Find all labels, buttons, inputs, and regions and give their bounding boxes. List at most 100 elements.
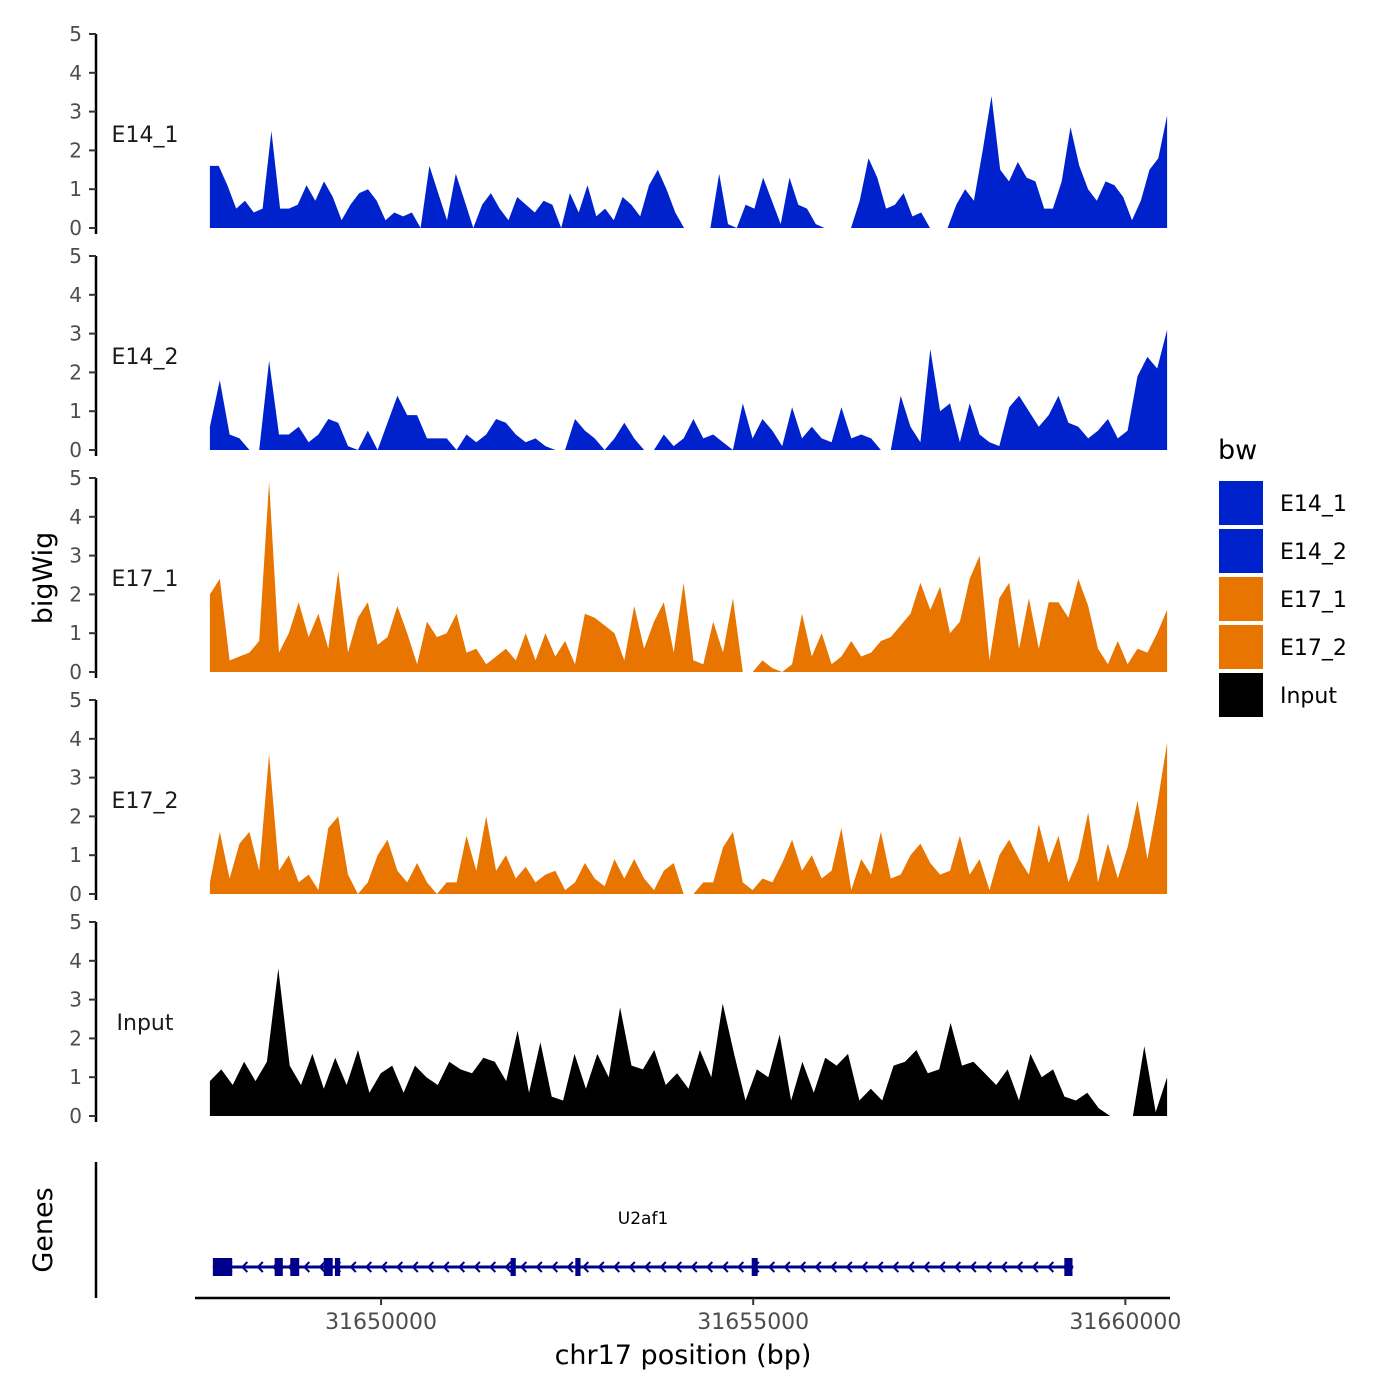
- strand-arrow: [922, 1261, 931, 1273]
- y-tick-label: 3: [69, 100, 82, 124]
- gene-exon: [510, 1258, 516, 1276]
- y-tick-label: 1: [69, 1065, 82, 1089]
- track-label: E17_1: [112, 567, 179, 592]
- strand-arrow: [984, 1261, 993, 1273]
- gene-exon: [751, 1258, 758, 1276]
- strand-arrow: [1046, 1261, 1055, 1273]
- strand-arrow: [1015, 1261, 1024, 1273]
- strand-arrow: [860, 1261, 869, 1273]
- genes-axis-title: Genes: [28, 1187, 59, 1272]
- legend-swatch: [1219, 529, 1263, 573]
- y-tick-label: 3: [69, 766, 82, 790]
- y-tick-label: 2: [69, 582, 82, 606]
- y-tick-label: 5: [69, 22, 82, 46]
- x-tick-label: 31660000: [1069, 1310, 1181, 1335]
- strand-arrow: [550, 1261, 559, 1273]
- strand-arrow: [814, 1261, 822, 1273]
- strand-arrow: [519, 1261, 528, 1273]
- strand-arrow: [736, 1261, 745, 1273]
- legend-item: Input: [1219, 673, 1337, 717]
- y-tick-label: 0: [69, 1104, 82, 1128]
- y-tick-label: 1: [69, 843, 82, 867]
- strand-arrow: [581, 1261, 590, 1273]
- gene-model: U2af1: [212, 1209, 1074, 1276]
- legend-swatch: [1219, 577, 1263, 621]
- y-tick-label: 5: [69, 688, 82, 712]
- strand-arrow: [612, 1261, 621, 1273]
- strand-arrow: [364, 1261, 373, 1273]
- legend-label: E14_2: [1280, 540, 1347, 565]
- strand-arrow: [597, 1261, 605, 1273]
- strand-arrow: [659, 1261, 667, 1273]
- strand-arrow: [829, 1261, 838, 1273]
- strand-arrow: [380, 1261, 388, 1273]
- gene-exon: [323, 1258, 333, 1276]
- strand-arrow: [457, 1261, 466, 1273]
- x-axis-title: chr17 position (bp): [555, 1340, 812, 1371]
- track-label: E14_2: [112, 345, 179, 370]
- strand-arrow: [798, 1261, 807, 1273]
- legend-swatch: [1219, 481, 1263, 525]
- coverage-area: [209, 742, 1168, 894]
- legend-label: E14_1: [1280, 492, 1347, 517]
- legend-swatch: [1219, 673, 1263, 717]
- y-tick-label: 0: [69, 660, 82, 684]
- x-axis: 31650000 31655000 31660000: [195, 1296, 1181, 1335]
- strand-arrow: [705, 1261, 714, 1273]
- strand-arrow: [674, 1261, 683, 1273]
- y-tick-label: 5: [69, 910, 82, 934]
- strand-arrow: [488, 1261, 497, 1273]
- legend-item: E17_2: [1219, 625, 1347, 669]
- gene-name-label: U2af1: [618, 1209, 668, 1229]
- y-tick-label: 4: [69, 505, 82, 529]
- legend-label: Input: [1280, 684, 1337, 709]
- strand-arrow: [566, 1261, 574, 1273]
- strand-arrow: [907, 1261, 915, 1273]
- gene-exon: [290, 1258, 300, 1276]
- coverage-tracks: 0 1 2 3 4 5 E14_1 0 1 2 3 4 5 E14_2 0 1 2 3 4 5 E17_1 0 1 2 3 4 5 E…: [69, 22, 1168, 1128]
- y-tick-label: 0: [69, 216, 82, 240]
- strand-arrow: [302, 1261, 311, 1273]
- strand-arrow: [1031, 1261, 1039, 1273]
- y-tick-label: 1: [69, 399, 82, 423]
- y-tick-label: 2: [69, 138, 82, 162]
- gene-exon: [212, 1258, 233, 1276]
- coverage-area: [209, 481, 1168, 672]
- y-tick-label: 4: [69, 727, 82, 751]
- track-e14-2: 0 1 2 3 4 5 E14_2: [69, 244, 1168, 462]
- strand-arrow: [426, 1261, 435, 1273]
- x-tick-label: 31650000: [325, 1310, 437, 1335]
- strand-arrow: [1000, 1261, 1008, 1273]
- strand-arrow: [411, 1261, 419, 1273]
- strand-arrow: [891, 1261, 900, 1273]
- legend-item: E17_1: [1219, 577, 1347, 621]
- strand-arrow: [938, 1261, 946, 1273]
- coverage-area: [209, 968, 1168, 1116]
- legend-item: E14_2: [1219, 529, 1347, 573]
- legend-label: E17_1: [1280, 588, 1347, 613]
- legend-item: E14_1: [1219, 481, 1347, 525]
- legend-label: E17_2: [1280, 636, 1347, 661]
- strand-arrow: [395, 1261, 404, 1273]
- track-label: E17_2: [112, 789, 179, 814]
- y-tick-label: 3: [69, 544, 82, 568]
- track-e17-2: 0 1 2 3 4 5 E17_2: [69, 688, 1168, 906]
- coverage-area: [209, 329, 1168, 450]
- y-tick-label: 5: [69, 466, 82, 490]
- strand-arrow: [845, 1261, 853, 1273]
- y-tick-label: 2: [69, 1026, 82, 1050]
- strand-arrow: [969, 1261, 977, 1273]
- strand-arrow: [256, 1261, 264, 1273]
- gene-track: U2af1: [212, 1209, 1074, 1276]
- track-e17-1: 0 1 2 3 4 5 E17_1: [69, 466, 1168, 684]
- y-tick-label: 2: [69, 804, 82, 828]
- y-tick-label: 2: [69, 360, 82, 384]
- strand-arrow: [628, 1261, 636, 1273]
- strand-arrow: [876, 1261, 884, 1273]
- strand-arrow: [690, 1261, 698, 1273]
- legend-swatch: [1219, 625, 1263, 669]
- strand-arrow: [783, 1261, 791, 1273]
- y-tick-label: 4: [69, 283, 82, 307]
- track-e14-1: 0 1 2 3 4 5 E14_1: [69, 22, 1168, 240]
